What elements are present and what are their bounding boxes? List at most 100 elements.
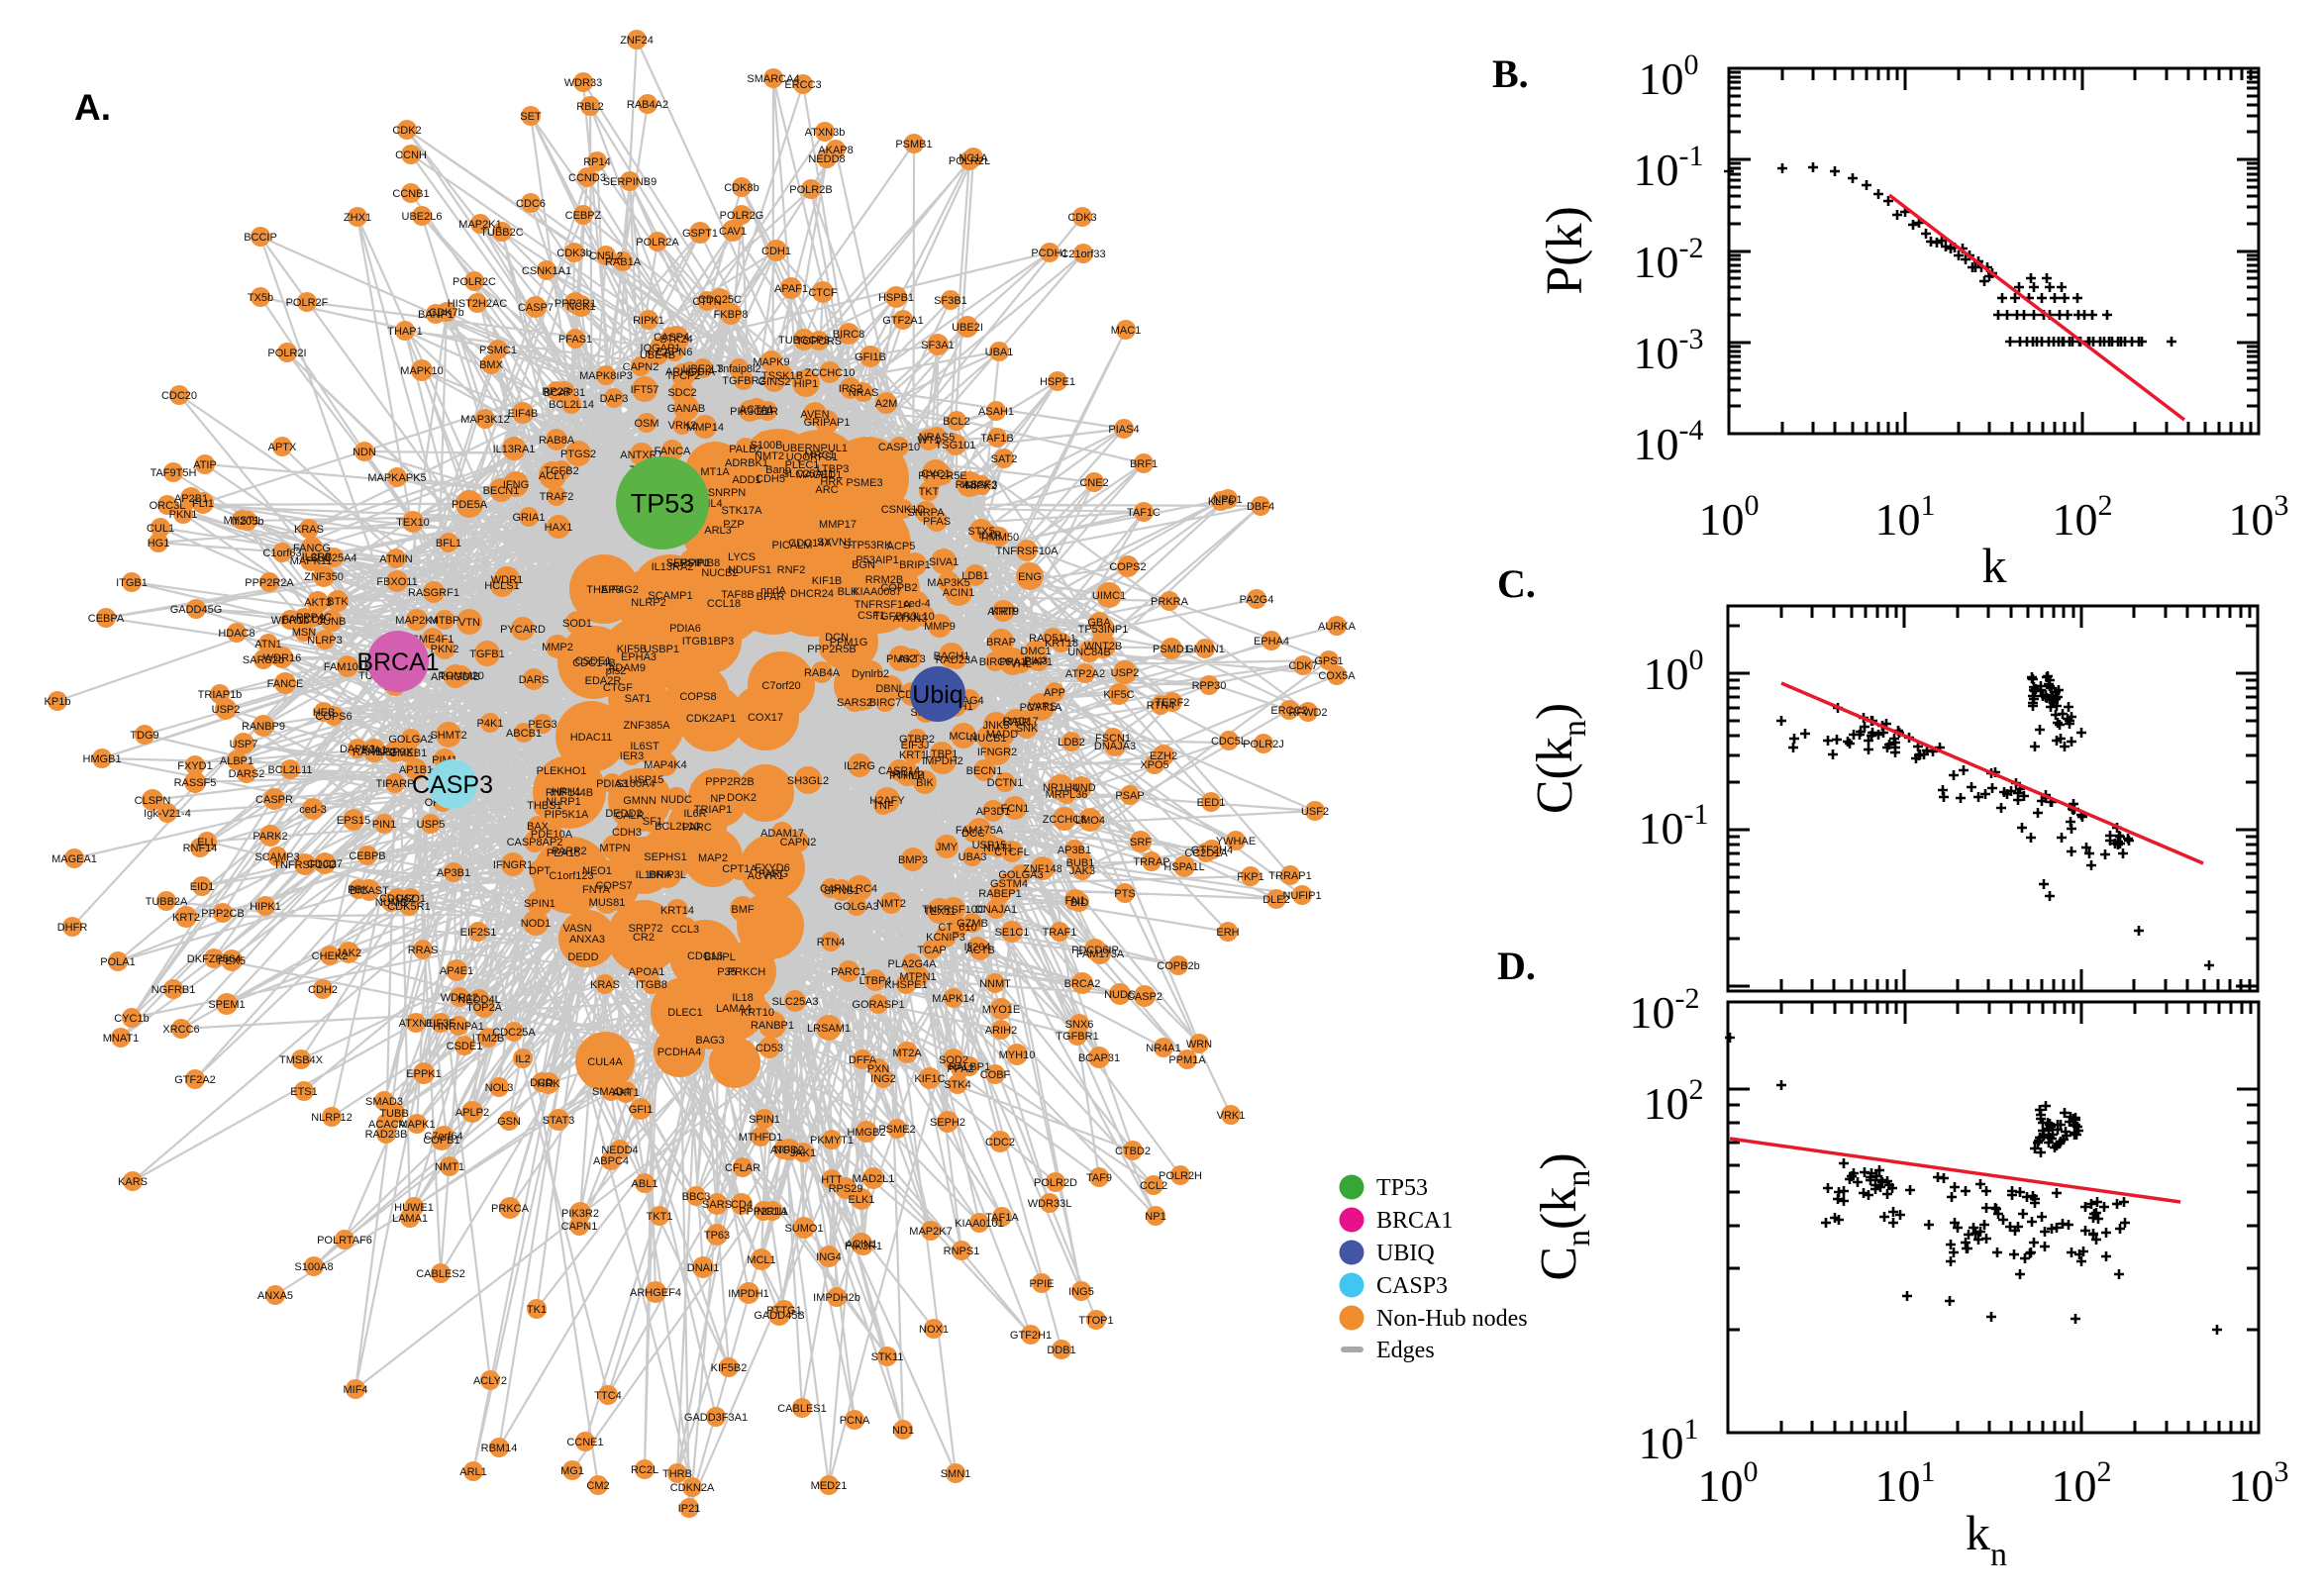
svg-text:SNRPA: SNRPA <box>907 507 945 519</box>
svg-text:VRK2: VRK2 <box>668 420 697 432</box>
svg-text:COPS7: COPS7 <box>595 880 632 892</box>
svg-text:CDK5R1: CDK5R1 <box>387 901 430 913</box>
svg-text:ACIN1: ACIN1 <box>846 1239 877 1250</box>
svg-text:C4R: C4R <box>820 883 842 895</box>
svg-text:HSPE1: HSPE1 <box>1040 376 1075 388</box>
svg-text:POLR2J: POLR2J <box>1243 739 1284 750</box>
svg-text:ASAH1: ASAH1 <box>978 406 1014 418</box>
svg-text:MAPK14: MAPK14 <box>932 993 974 1005</box>
svg-text:LTBP1: LTBP1 <box>926 748 959 760</box>
svg-text:IRS2: IRS2 <box>839 383 862 395</box>
svg-text:CDC16: CDC16 <box>687 950 723 962</box>
svg-text:PIK3: PIK3 <box>1024 655 1048 667</box>
svg-text:RAD23B: RAD23B <box>365 1129 408 1141</box>
svg-text:IFT57: IFT57 <box>631 384 659 396</box>
svg-text:RTN4: RTN4 <box>817 937 846 948</box>
svg-text:B.: B. <box>1492 51 1529 96</box>
svg-text:CM2: CM2 <box>586 1480 609 1492</box>
svg-text:BRAP: BRAP <box>986 637 1016 648</box>
svg-text:KIF1C: KIF1C <box>914 1073 945 1085</box>
svg-text:VHL: VHL <box>1010 658 1031 670</box>
svg-text:IL4: IL4 <box>707 498 722 510</box>
svg-text:WDR33: WDR33 <box>564 77 603 89</box>
svg-text:SCAMP1: SCAMP1 <box>648 590 692 602</box>
svg-text:ZHX1: ZHX1 <box>344 212 371 224</box>
svg-text:HMGB2: HMGB2 <box>847 1127 885 1139</box>
svg-text:TIPARP: TIPARP <box>376 778 415 790</box>
svg-text:ACP5: ACP5 <box>887 541 916 552</box>
svg-text:TEX11: TEX11 <box>924 906 957 918</box>
svg-text:NUFIP1: NUFIP1 <box>1282 890 1321 902</box>
svg-text:OSM: OSM <box>634 418 658 430</box>
svg-text:CDK7: CDK7 <box>1288 660 1317 672</box>
svg-text:COPS8: COPS8 <box>679 691 716 703</box>
svg-text:PPP2R1A: PPP2R1A <box>739 1206 788 1218</box>
svg-text:HDAC11: HDAC11 <box>570 732 613 744</box>
svg-text:RAD23A: RAD23A <box>936 654 978 666</box>
svg-text:SMAD4: SMAD4 <box>592 1086 630 1098</box>
svg-text:SDC2: SDC2 <box>667 387 696 399</box>
svg-text:RIPK1: RIPK1 <box>633 315 664 327</box>
svg-text:PPA2: PPA2 <box>947 1063 973 1075</box>
svg-text:EPHA3: EPHA3 <box>621 651 656 663</box>
svg-text:HSPB1: HSPB1 <box>878 292 914 304</box>
svg-text:GOLGA3: GOLGA3 <box>998 869 1043 881</box>
svg-text:MAPKAPK5: MAPKAPK5 <box>367 472 426 484</box>
svg-text:LDB1: LDB1 <box>961 570 989 582</box>
svg-text:CDK8b: CDK8b <box>724 182 758 194</box>
svg-text:Dynlrb2: Dynlrb2 <box>852 668 889 680</box>
svg-text:USP9X: USP9X <box>377 747 414 758</box>
svg-text:BCL2L11: BCL2L11 <box>267 764 312 776</box>
svg-text:USP5: USP5 <box>417 819 446 831</box>
svg-text:PIAS4: PIAS4 <box>1108 424 1139 436</box>
svg-text:SF3B1: SF3B1 <box>934 295 967 307</box>
svg-text:IL2RG: IL2RG <box>844 760 875 772</box>
svg-text:BIRC6: BIRC6 <box>979 656 1011 668</box>
svg-text:GADD3F3A1: GADD3F3A1 <box>684 1412 748 1424</box>
svg-text:STK17A: STK17A <box>722 505 763 517</box>
svg-text:PFAS1: PFAS1 <box>558 334 592 346</box>
svg-text:MADD: MADD <box>986 729 1018 741</box>
svg-text:USP7: USP7 <box>230 739 258 750</box>
svg-text:SPIN1: SPIN1 <box>749 1114 780 1126</box>
svg-text:NLRC4: NLRC4 <box>842 883 877 895</box>
svg-text:C1orf63: C1orf63 <box>262 548 301 559</box>
svg-text:PIN1: PIN1 <box>372 819 396 831</box>
svg-text:BUB1: BUB1 <box>1066 857 1095 869</box>
svg-text:PIK3CD: PIK3CD <box>730 406 769 418</box>
svg-text:TAF8B: TAF8B <box>721 589 754 601</box>
svg-text:RC2L: RC2L <box>631 1464 658 1476</box>
svg-text:BCCIP: BCCIP <box>244 232 277 244</box>
svg-text:PSME2: PSME2 <box>878 1124 915 1136</box>
svg-text:GBA: GBA <box>1087 617 1111 629</box>
svg-text:PARC: PARC <box>682 822 712 834</box>
svg-text:BLK: BLK <box>838 586 858 598</box>
svg-text:TNFRSF1A: TNFRSF1A <box>855 599 912 611</box>
svg-text:ACTA1: ACTA1 <box>740 404 774 416</box>
svg-text:HSPA1L: HSPA1L <box>1163 861 1204 873</box>
svg-text:LDB2: LDB2 <box>1058 737 1085 748</box>
svg-text:RTN4: RTN4 <box>1147 700 1175 712</box>
svg-text:TAF9: TAF9 <box>1086 1172 1112 1184</box>
svg-text:ABL1: ABL1 <box>632 1178 658 1190</box>
svg-text:HRK: HRK <box>820 476 844 488</box>
svg-text:ACIN1: ACIN1 <box>943 587 974 599</box>
svg-text:RANBP9: RANBP9 <box>242 721 285 733</box>
svg-text:LTBP4: LTBP4 <box>859 975 892 987</box>
svg-text:PXN: PXN <box>867 1063 890 1075</box>
svg-text:CDC25C: CDC25C <box>698 294 742 306</box>
svg-text:A2M: A2M <box>875 398 898 410</box>
svg-text:CDK2: CDK2 <box>392 125 421 137</box>
svg-text:PPM1A: PPM1A <box>1168 1054 1206 1066</box>
svg-text:CDC6: CDC6 <box>516 198 546 210</box>
svg-text:DNAJA3: DNAJA3 <box>1094 741 1136 752</box>
svg-text:FAM101B: FAM101B <box>324 661 371 673</box>
svg-text:ELK1: ELK1 <box>849 1194 875 1206</box>
svg-text:AP4E1: AP4E1 <box>440 965 473 977</box>
svg-text:HNRNPA1: HNRNPA1 <box>433 1021 484 1033</box>
svg-text:ACACA: ACACA <box>368 1119 407 1131</box>
svg-text:WRN: WRN <box>1186 1039 1212 1050</box>
svg-text:RNF14: RNF14 <box>183 843 218 854</box>
svg-text:MAP2K7: MAP2K7 <box>909 1226 952 1238</box>
svg-text:MAP3K5: MAP3K5 <box>927 577 969 589</box>
